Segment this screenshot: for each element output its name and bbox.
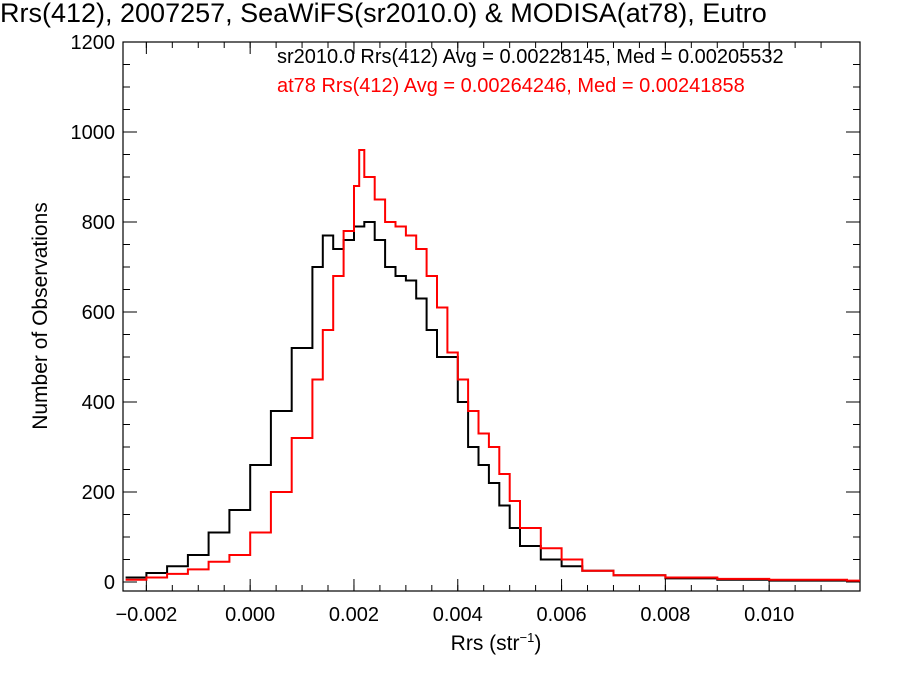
y-axis-label: Number of Observations (29, 202, 53, 430)
x-tick-label: 0.006 (537, 604, 587, 626)
x-axis-label-close: ) (534, 632, 541, 655)
series-at78-histogram (126, 150, 860, 581)
y-tick-label: 800 (82, 212, 115, 234)
x-tick-label: 0.000 (225, 604, 275, 626)
x-axis-label-text: Rrs (str (451, 632, 520, 655)
legend-entry-at78: at78 Rrs(412) Avg = 0.00264246, Med = 0.… (277, 75, 745, 98)
y-tick-label: 600 (82, 302, 115, 324)
y-tick-label: 1200 (71, 32, 116, 54)
plot-frame (123, 42, 860, 591)
x-axis-label: Rrs (str−1) (451, 632, 542, 656)
x-tick-label: −0.002 (115, 604, 177, 626)
x-axis-label-sup: −1 (520, 630, 535, 645)
series-sr2010-histogram (126, 222, 860, 581)
y-tick-label: 400 (82, 392, 115, 414)
y-tick-label: 200 (82, 482, 115, 504)
histogram-chart: −0.002 0.000 0.002 0.004 0.006 0.008 0.010 0 200… (0, 0, 900, 675)
x-tick-label: 0.008 (640, 604, 690, 626)
chart-title: Rrs(412), 2007257, SeaWiFS(sr2010.0) & M… (0, 0, 767, 29)
y-tick-label: 1000 (71, 122, 116, 144)
legend-entry-sr2010: sr2010.0 Rrs(412) Avg = 0.00228145, Med … (277, 46, 784, 69)
x-tick-label: 0.002 (329, 604, 379, 626)
y-tick-label: 0 (104, 572, 115, 594)
x-tick-label: 0.010 (744, 604, 794, 626)
x-tick-label: 0.004 (433, 604, 483, 626)
